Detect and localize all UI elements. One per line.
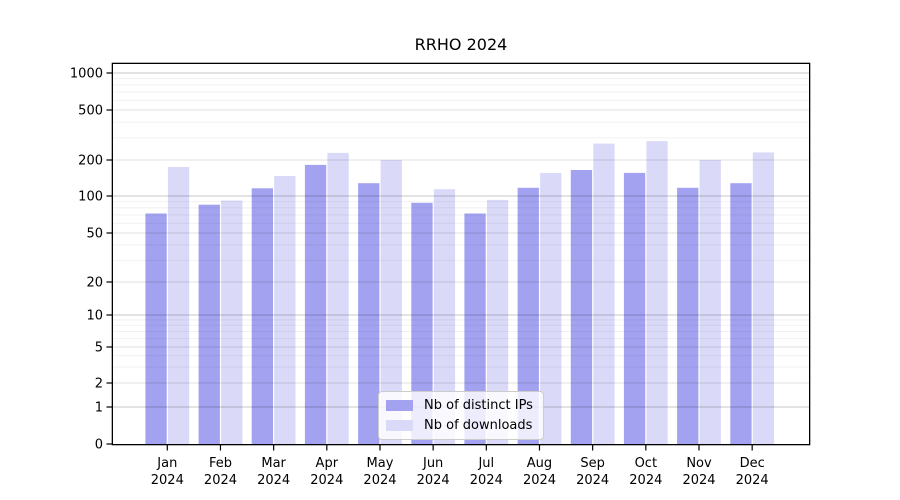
y-tick-label: 10 (86, 309, 103, 324)
y-tick-label: 5 (95, 341, 103, 356)
bar-downloads-dec (752, 152, 775, 445)
y-tick-label: 1000 (70, 67, 103, 82)
y-tick-label: 20 (86, 276, 103, 291)
bar-downloads-may (380, 160, 402, 445)
chart-title: RRHO 2024 (414, 35, 508, 54)
x-tick-label-month: Jan (156, 456, 177, 471)
x-tick-label-year: 2024 (257, 473, 290, 488)
y-tick-label: 0 (95, 438, 103, 453)
bar-distinct-ips-nov (677, 187, 699, 445)
y-tick-label: 100 (78, 190, 103, 205)
y-tick-label: 2 (95, 377, 103, 392)
x-tick-label-month: Dec (740, 456, 765, 471)
x-tick-label-month: Nov (686, 456, 712, 471)
bar-distinct-ips-aug (517, 187, 539, 445)
x-tick-label-month: Aug (527, 456, 552, 471)
y-tick-label: 200 (78, 154, 103, 169)
bar-downloads-nov (699, 160, 721, 445)
bar-distinct-ips-mar (251, 188, 273, 445)
y-tick-label: 500 (78, 104, 103, 119)
bar-downloads-jun (433, 189, 456, 445)
bar-distinct-ips-oct (623, 172, 646, 445)
x-tick-label-month: Sep (580, 456, 605, 471)
x-tick-label-year: 2024 (310, 473, 343, 488)
legend-row-downloads: Nb of downloads (386, 418, 533, 433)
bar-downloads-apr (327, 152, 349, 445)
x-tick-label-month: Feb (209, 456, 232, 471)
bar-downloads-jul (486, 199, 509, 445)
x-tick-label-year: 2024 (151, 473, 184, 488)
legend-swatch-downloads (386, 420, 413, 431)
plot-border (111, 62, 811, 446)
bar-downloads-feb (221, 200, 243, 445)
x-tick-label-month: May (367, 456, 394, 471)
x-tick-label-year: 2024 (523, 473, 556, 488)
legend-swatch-distinct-ips (386, 400, 413, 411)
bar-distinct-ips-jul (464, 213, 486, 445)
x-tick-label-year: 2024 (736, 473, 769, 488)
bar-downloads-mar (274, 176, 296, 445)
x-tick-label-month: Apr (316, 456, 339, 471)
bar-distinct-ips-feb (198, 204, 220, 445)
x-tick-label-month: Jul (477, 456, 494, 471)
legend-row-distinct-ips: Nb of distinct IPs (386, 398, 533, 413)
x-tick-label-month: Jun (422, 456, 443, 471)
bar-distinct-ips-dec (730, 183, 752, 445)
bar-downloads-jan (167, 166, 190, 445)
y-tick-label: 1 (95, 401, 103, 416)
x-tick-label-year: 2024 (204, 473, 237, 488)
x-tick-label-year: 2024 (417, 473, 450, 488)
bar-distinct-ips-apr (304, 164, 327, 445)
bar-distinct-ips-jun (411, 202, 433, 445)
bar-downloads-oct (646, 141, 668, 445)
x-tick-label-year: 2024 (629, 473, 662, 488)
bar-downloads-sep (593, 143, 615, 445)
bar-distinct-ips-may (358, 183, 380, 445)
x-tick-label-month: Oct (635, 456, 657, 471)
x-tick-label-year: 2024 (576, 473, 609, 488)
x-tick-label-year: 2024 (682, 473, 715, 488)
y-tick-label: 50 (86, 227, 103, 242)
legend-label-downloads: Nb of downloads (424, 418, 533, 433)
x-tick-label-month: Mar (261, 456, 286, 471)
legend: Nb of distinct IPs Nb of downloads (378, 391, 544, 440)
bar-downloads-aug (540, 172, 562, 445)
bar-distinct-ips-sep (570, 170, 593, 445)
x-tick-label-year: 2024 (470, 473, 503, 488)
x-tick-label-year: 2024 (363, 473, 396, 488)
legend-label-distinct-ips: Nb of distinct IPs (424, 398, 533, 413)
bar-distinct-ips-jan (145, 213, 167, 445)
